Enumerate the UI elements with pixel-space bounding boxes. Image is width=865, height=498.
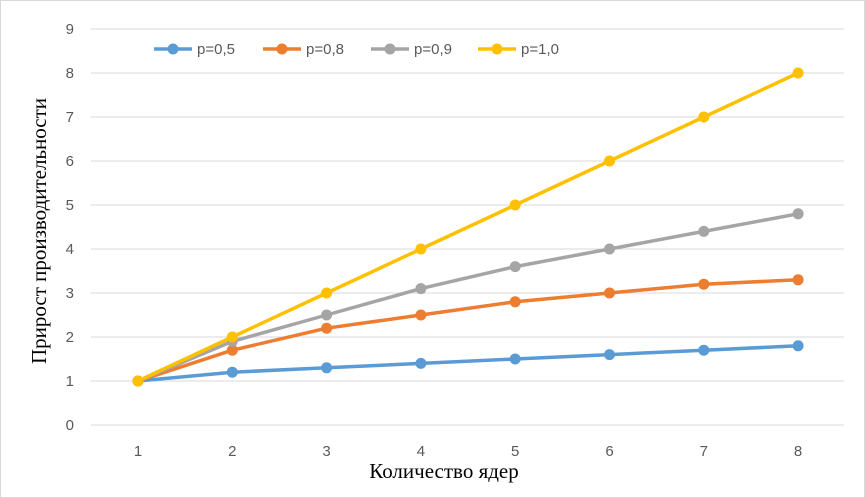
data-point [698,344,710,356]
y-tick-label: 4 [66,241,74,258]
y-tick-label: 1 [66,373,74,390]
data-point [698,111,710,123]
x-axis-title: Количество ядер [369,459,519,483]
data-point [321,287,333,299]
series-line [136,212,800,383]
legend-label: p=1,0 [521,41,559,58]
data-point [509,353,521,365]
x-tick-labels: 1 2 3 4 5 6 7 8 [134,443,802,460]
data-point [792,67,804,79]
x-tick-label: 5 [511,443,519,460]
data-point [792,208,804,220]
y-tick-label: 5 [66,197,74,214]
legend-swatch-marker [167,43,179,55]
y-tick-label: 7 [66,109,74,126]
data-point [792,274,804,286]
series-p=1,0 [132,67,804,387]
data-point [415,283,427,295]
data-point [604,349,615,361]
data-point [604,155,615,167]
legend-label: p=0,5 [197,41,235,58]
y-tick-label: 2 [66,329,74,346]
legend-swatch-marker [491,43,503,55]
legend-label: p=0,9 [414,41,452,58]
y-tick-label: 9 [66,21,74,38]
x-tick-label: 4 [417,443,425,460]
data-point [226,344,238,356]
data-point [226,366,238,378]
x-tick-label: 3 [322,443,330,460]
legend-item: p=0,8 [263,41,344,58]
x-tick-label: 2 [228,443,236,460]
series-line [136,278,800,383]
series-line [136,71,800,383]
data-point [698,278,710,290]
legend-swatch-marker [384,43,396,55]
data-point [509,261,521,273]
data-point [321,309,333,321]
y-tick-label: 3 [66,285,74,302]
data-point [321,322,333,334]
legend-item: p=0,5 [154,41,235,58]
y-axis-title: Прирост производительности [27,98,51,364]
legend: p=0,5 p=0,8 p=0,9 p=1,0 [154,41,559,58]
data-point [226,331,238,343]
gridlines [91,28,844,426]
data-point [604,287,615,299]
data-point [509,199,521,211]
y-tick-labels: 0 1 2 3 4 5 6 7 8 9 [66,21,74,434]
x-tick-label: 1 [134,443,142,460]
data-point [509,296,521,308]
data-point [415,243,427,255]
y-tick-label: 8 [66,65,74,82]
x-tick-label: 6 [605,443,613,460]
y-tick-label: 0 [66,417,74,434]
legend-swatch-marker [276,43,288,55]
x-tick-label: 8 [794,443,802,460]
data-point [415,309,427,321]
legend-label: p=0,8 [306,41,344,58]
x-tick-label: 7 [700,443,708,460]
y-tick-label: 6 [66,153,74,170]
legend-item: p=0,9 [371,41,452,58]
data-point [698,225,710,237]
data-point [321,362,333,374]
data-point [604,243,615,255]
series-line [136,344,800,383]
data-point [792,340,804,352]
data-point [415,357,427,369]
data-point [132,375,144,387]
legend-item: p=1,0 [478,41,559,58]
series-lines [132,67,804,387]
